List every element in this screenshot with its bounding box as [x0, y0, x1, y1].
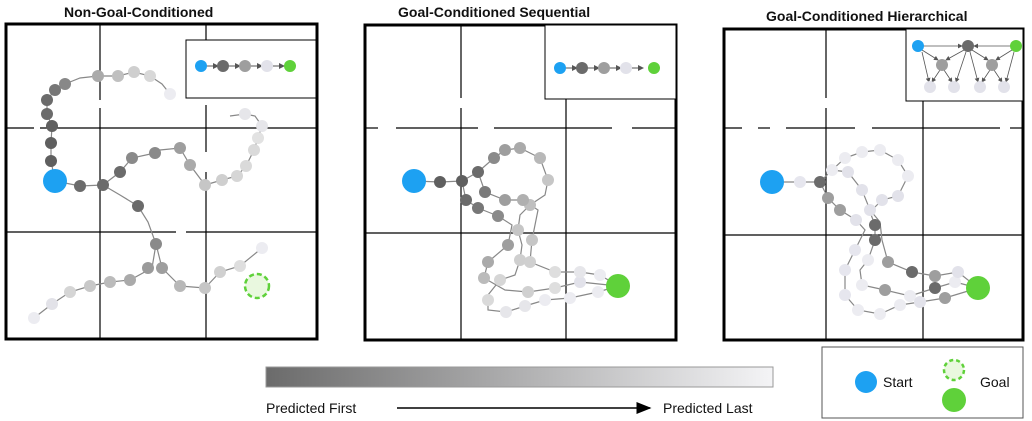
legend: Start Goal: [821, 346, 1024, 419]
panel-goal-conditioned-sequential: [363, 23, 678, 342]
legend-start-marker: [855, 371, 877, 393]
prediction-order-gradient: Predicted First Predicted Last: [265, 366, 774, 416]
trajectory-points-panel1: [28, 66, 268, 324]
legend-goal-label: Goal: [980, 374, 1010, 390]
legend-start-label: Start: [883, 374, 913, 390]
goal-node: [606, 274, 630, 298]
panel-non-goal-conditioned: [4, 22, 319, 341]
inset-hierarchy-graph: [905, 28, 1024, 102]
gradient-right-label: Predicted Last: [663, 400, 753, 416]
gradient-bar: [265, 366, 774, 388]
start-node: [760, 170, 784, 194]
trajectory-path-a: [772, 149, 979, 297]
panel-title-non-goal-conditioned: Non-Goal-Conditioned: [64, 4, 214, 20]
trajectory-points-panel2: [434, 142, 606, 318]
maze-walls: [6, 24, 317, 339]
start-node: [43, 169, 67, 193]
panel-goal-conditioned-hierarchical: [722, 27, 1025, 342]
legend-goal-dashed-marker: [942, 358, 966, 382]
panel-title-goal-conditioned-hierarchical: Goal-Conditioned Hierarchical: [766, 8, 968, 24]
trajectory-path-c: [831, 169, 979, 289]
trajectory-points-panel3: [794, 144, 964, 320]
goal-node: [966, 276, 990, 300]
goal-node-dashed: [243, 272, 271, 300]
inset-sequence-graph: [544, 24, 677, 100]
panel-title-goal-conditioned-sequential: Goal-Conditioned Sequential: [398, 4, 591, 20]
gradient-left-label: Predicted First: [266, 400, 356, 416]
legend-goal-marker: [942, 388, 966, 412]
inset-sequence-graph: [185, 39, 317, 99]
start-node: [402, 169, 426, 193]
